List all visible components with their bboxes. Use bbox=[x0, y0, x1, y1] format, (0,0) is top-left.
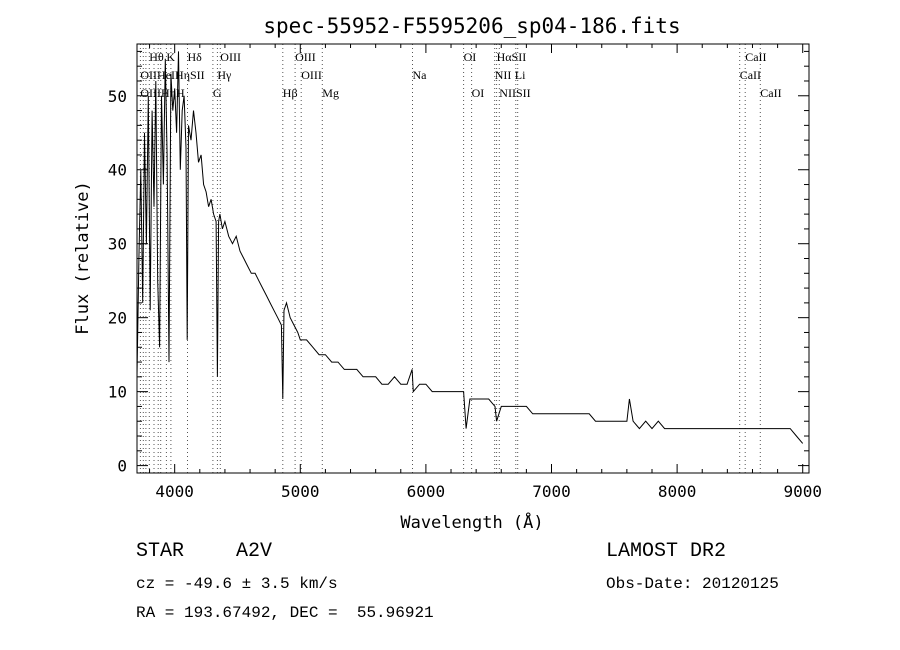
spectral-subclass: A2V bbox=[236, 540, 273, 563]
y-tick-label: 40 bbox=[108, 161, 127, 180]
y-tick-label: 30 bbox=[108, 235, 127, 254]
y-tick-label: 20 bbox=[108, 309, 127, 328]
observation-date: Obs-Date: 20120125 bbox=[606, 575, 779, 593]
spectrum-line bbox=[136, 51, 804, 444]
line-marker-label: Hβ bbox=[283, 86, 298, 100]
survey-name: LAMOST DR2 bbox=[606, 540, 727, 563]
x-tick-label: 9000 bbox=[783, 482, 822, 501]
object-class: STAR bbox=[136, 540, 185, 563]
line-marker-label: Li bbox=[515, 68, 526, 82]
x-tick-label: 7000 bbox=[532, 482, 571, 501]
line-marker-label: Hγ bbox=[217, 68, 232, 82]
x-tick-label: 4000 bbox=[155, 482, 194, 501]
spectral-line-labels: Hθ K Hδ OIII OIII OI HαSII CaII OIIHeIHηSII Hγ OII… bbox=[140, 50, 781, 100]
plot-frame bbox=[136, 43, 810, 474]
line-marker-label: CaII bbox=[740, 68, 761, 82]
redshift-cz: cz = -49.6 ± 3.5 km/s bbox=[136, 575, 338, 593]
y-axis-label: Flux (relative) bbox=[73, 181, 93, 335]
x-axis: 4000 5000 6000 7000 8000 9000 bbox=[149, 44, 822, 501]
line-marker-label: OI bbox=[472, 86, 485, 100]
line-marker-label: OI bbox=[464, 50, 477, 64]
line-marker-label: Mg bbox=[322, 86, 339, 100]
line-marker-label: Hδ bbox=[188, 50, 203, 64]
coordinates: RA = 193.67492, DEC = 55.96921 bbox=[136, 604, 434, 622]
line-marker-label: OIII bbox=[301, 68, 322, 82]
line-marker-label: OIIHeIHηSII bbox=[140, 68, 204, 82]
chart-title: spec-55952-F5595206_sp04-186.fits bbox=[263, 14, 680, 38]
y-tick-label: 10 bbox=[108, 383, 127, 402]
line-marker-label: NII bbox=[495, 68, 512, 82]
x-tick-label: 8000 bbox=[658, 482, 697, 501]
y-tick-label: 50 bbox=[108, 87, 127, 106]
x-tick-label: 5000 bbox=[281, 482, 320, 501]
line-marker-label: Hθ bbox=[149, 50, 164, 64]
line-marker-label: G bbox=[213, 86, 222, 100]
line-marker-label: K bbox=[166, 50, 175, 64]
line-marker-label: CaII bbox=[745, 50, 766, 64]
line-marker-label: HαSII bbox=[497, 50, 527, 64]
line-marker-label: Na bbox=[413, 68, 428, 82]
y-tick-label: 0 bbox=[117, 457, 127, 476]
y-axis: 0 10 20 30 40 50 bbox=[108, 50, 809, 476]
x-tick-label: 6000 bbox=[407, 482, 446, 501]
line-marker-label: CaII bbox=[760, 86, 781, 100]
line-marker-label: OIIIHηH bbox=[140, 86, 185, 100]
line-marker-label: OIII bbox=[295, 50, 316, 64]
x-axis-label: Wavelength (Å) bbox=[400, 511, 543, 533]
spectral-line-markers bbox=[139, 44, 761, 473]
line-marker-label: NIISII bbox=[499, 86, 530, 100]
line-marker-label: OIII bbox=[220, 50, 241, 64]
